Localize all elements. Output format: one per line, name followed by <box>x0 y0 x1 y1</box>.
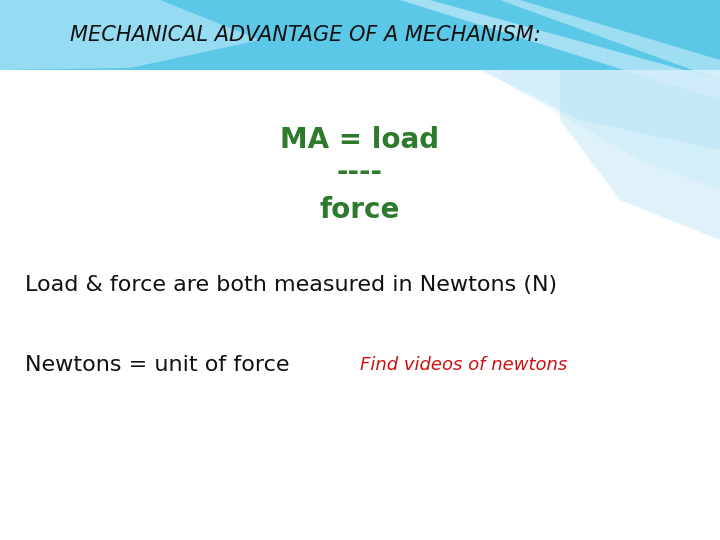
Polygon shape <box>440 0 720 150</box>
Text: Load & force are both measured in Newtons (N): Load & force are both measured in Newton… <box>25 275 557 295</box>
Text: MECHANICAL ADVANTAGE OF A MECHANISM:: MECHANICAL ADVANTAGE OF A MECHANISM: <box>70 25 541 45</box>
Polygon shape <box>400 0 720 100</box>
Polygon shape <box>560 0 720 240</box>
Polygon shape <box>0 0 720 70</box>
Polygon shape <box>0 0 260 70</box>
Polygon shape <box>500 0 720 80</box>
Polygon shape <box>500 0 720 190</box>
Text: MA = load: MA = load <box>280 126 440 154</box>
Text: Newtons = unit of force: Newtons = unit of force <box>25 355 289 375</box>
Text: Find videos of newtons: Find videos of newtons <box>360 356 567 374</box>
Text: ----: ---- <box>337 158 383 186</box>
Text: force: force <box>320 196 400 224</box>
